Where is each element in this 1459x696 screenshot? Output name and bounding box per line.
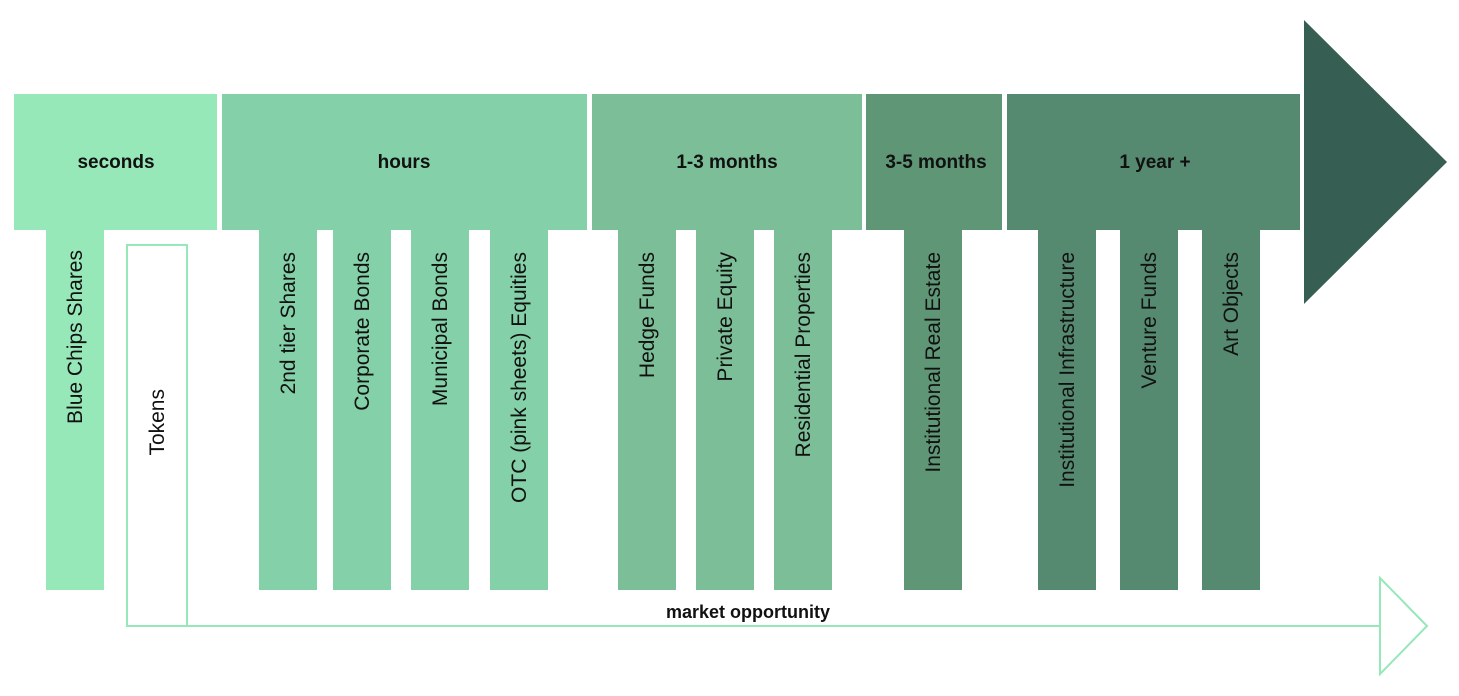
timeline-segment-3-5-months — [866, 94, 1002, 230]
segment-label-hours: hours — [378, 152, 431, 173]
asset-bar-private-equity — [696, 230, 754, 590]
asset-bar-blue-chips-shares — [46, 230, 104, 590]
market-opportunity-arrow-head — [1379, 575, 1429, 677]
asset-labels: Blue Chips Shares Tokens 2nd tier Shares… — [64, 250, 1243, 503]
market-opportunity-arrow — [126, 575, 1429, 677]
asset-label-institutional-infrastructure: Institutional Infrastructure — [1056, 252, 1079, 488]
asset-label-corporate-bonds: Corporate Bonds — [351, 252, 374, 411]
asset-bar-institutional-real-estate — [904, 230, 962, 590]
asset-bar-2nd-tier-shares — [259, 230, 317, 590]
timeline-segment-hours — [222, 94, 587, 230]
segment-label-3-5-months: 3-5 months — [885, 152, 986, 173]
segment-label-1-3-months: 1-3 months — [676, 152, 777, 173]
asset-label-municipal-bonds: Municipal Bonds — [429, 252, 452, 406]
market-opportunity-label: market opportunity — [666, 602, 830, 622]
segment-label-seconds: seconds — [77, 152, 154, 173]
asset-label-residential-properties: Residential Properties — [792, 252, 815, 457]
asset-label-tokens: Tokens — [146, 389, 169, 456]
timeline-arrow-head — [1304, 20, 1447, 304]
asset-bar-otc-equities — [490, 230, 548, 590]
asset-bar-residential-properties — [774, 230, 832, 590]
asset-bar-tokens — [126, 244, 188, 627]
asset-label-institutional-real-estate: Institutional Real Estate — [922, 252, 945, 473]
asset-label-otc-equities: OTC (pink sheets) Equities — [508, 252, 531, 503]
asset-bar-hedge-funds — [618, 230, 676, 590]
timeline-segment-1-3-months — [592, 94, 862, 230]
asset-label-blue-chips-shares: Blue Chips Shares — [64, 250, 87, 424]
asset-bar-municipal-bonds — [411, 230, 469, 590]
asset-label-2nd-tier-shares: 2nd tier Shares — [277, 252, 300, 394]
timeline-segment-1-year-plus — [1007, 94, 1300, 230]
asset-label-hedge-funds: Hedge Funds — [636, 252, 659, 378]
asset-label-venture-funds: Venture Funds — [1138, 252, 1161, 389]
asset-label-art-objects: Art Objects — [1220, 252, 1243, 356]
asset-bar-institutional-infrastructure — [1038, 230, 1096, 590]
asset-label-private-equity: Private Equity — [714, 252, 737, 382]
asset-bar-art-objects — [1202, 230, 1260, 590]
timeline-header: seconds hours 1-3 months 3-5 months 1 ye… — [14, 20, 1447, 304]
timeline-segment-seconds — [14, 94, 217, 230]
asset-bars — [46, 230, 1260, 627]
asset-bar-corporate-bonds — [333, 230, 391, 590]
segment-label-1-year-plus: 1 year + — [1119, 152, 1190, 173]
asset-bar-venture-funds — [1120, 230, 1178, 590]
